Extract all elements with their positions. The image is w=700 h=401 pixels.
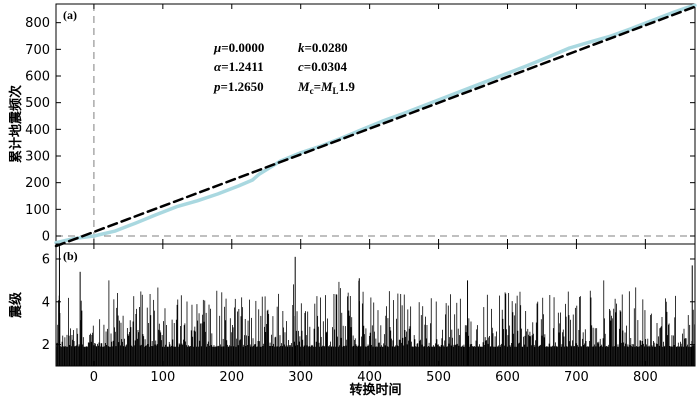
y-axis-ticks-b: 2 4 6 bbox=[42, 252, 695, 353]
y-axis-title-b: 震级 bbox=[8, 291, 24, 319]
magnitude-panel: 2 4 6 0 100 200 300 400 500 600 700 800 (b) 震级 转换时… bbox=[8, 243, 696, 398]
x-axis-ticks: 0 100 200 300 400 500 600 700 800 bbox=[90, 244, 658, 385]
x-tick-label: 0 bbox=[90, 370, 98, 385]
x-tick-label: 500 bbox=[426, 370, 451, 385]
param-mu: μ=0.0000 bbox=[213, 40, 264, 55]
y-tick-label: 200 bbox=[25, 176, 50, 191]
panel-label-b: (b) bbox=[63, 249, 78, 263]
y-axis-ticks: 0 100 200 300 400 500 600 700 800 bbox=[25, 4, 695, 245]
param-mc: Mc=ML1.9 bbox=[297, 79, 355, 96]
x-tick-label: 100 bbox=[150, 370, 175, 385]
magnitude-bars bbox=[55, 246, 696, 366]
observed-cumulative-line bbox=[54, 3, 697, 245]
y-tick-label: 800 bbox=[25, 16, 50, 31]
series-group bbox=[54, 3, 697, 248]
param-k: k=0.0280 bbox=[298, 40, 348, 55]
x-axis-title: 转换时间 bbox=[349, 382, 401, 398]
y-tick-label: 300 bbox=[25, 150, 50, 165]
param-c: c=0.0304 bbox=[298, 59, 347, 74]
param-p: p=1.2650 bbox=[213, 79, 264, 94]
y-axis-title: 累计地震频次 bbox=[8, 85, 24, 163]
x-tick-label: 700 bbox=[564, 370, 589, 385]
x-tick-label: 200 bbox=[219, 370, 244, 385]
param-alpha: α=1.2411 bbox=[214, 59, 264, 74]
y-tick-label: 500 bbox=[25, 96, 50, 111]
y-tick-label: 0 bbox=[42, 230, 50, 245]
x-tick-label: 800 bbox=[633, 370, 658, 385]
parameter-annotations: μ=0.0000 k=0.0280 α=1.2411 c=0.0304 p=1.… bbox=[213, 40, 355, 96]
y-tick-label: 400 bbox=[25, 123, 50, 138]
panel-label-a: (a) bbox=[63, 8, 77, 22]
y-tick-label: 700 bbox=[25, 43, 50, 58]
y-tick-label-b: 6 bbox=[42, 252, 50, 267]
y-tick-label-b: 4 bbox=[42, 295, 50, 310]
reference-lines bbox=[56, 4, 695, 244]
model-fit-line bbox=[54, 5, 697, 248]
y-tick-label-b: 2 bbox=[42, 338, 50, 353]
y-tick-label: 600 bbox=[25, 70, 50, 85]
x-tick-label: 600 bbox=[495, 370, 520, 385]
x-tick-label: 400 bbox=[357, 370, 382, 385]
y-tick-label: 100 bbox=[25, 203, 50, 218]
cumulative-count-panel: 0 100 200 300 400 500 600 700 800 (a) 累计地震频次 μ=0… bbox=[8, 3, 697, 248]
x-tick-label: 300 bbox=[288, 370, 313, 385]
